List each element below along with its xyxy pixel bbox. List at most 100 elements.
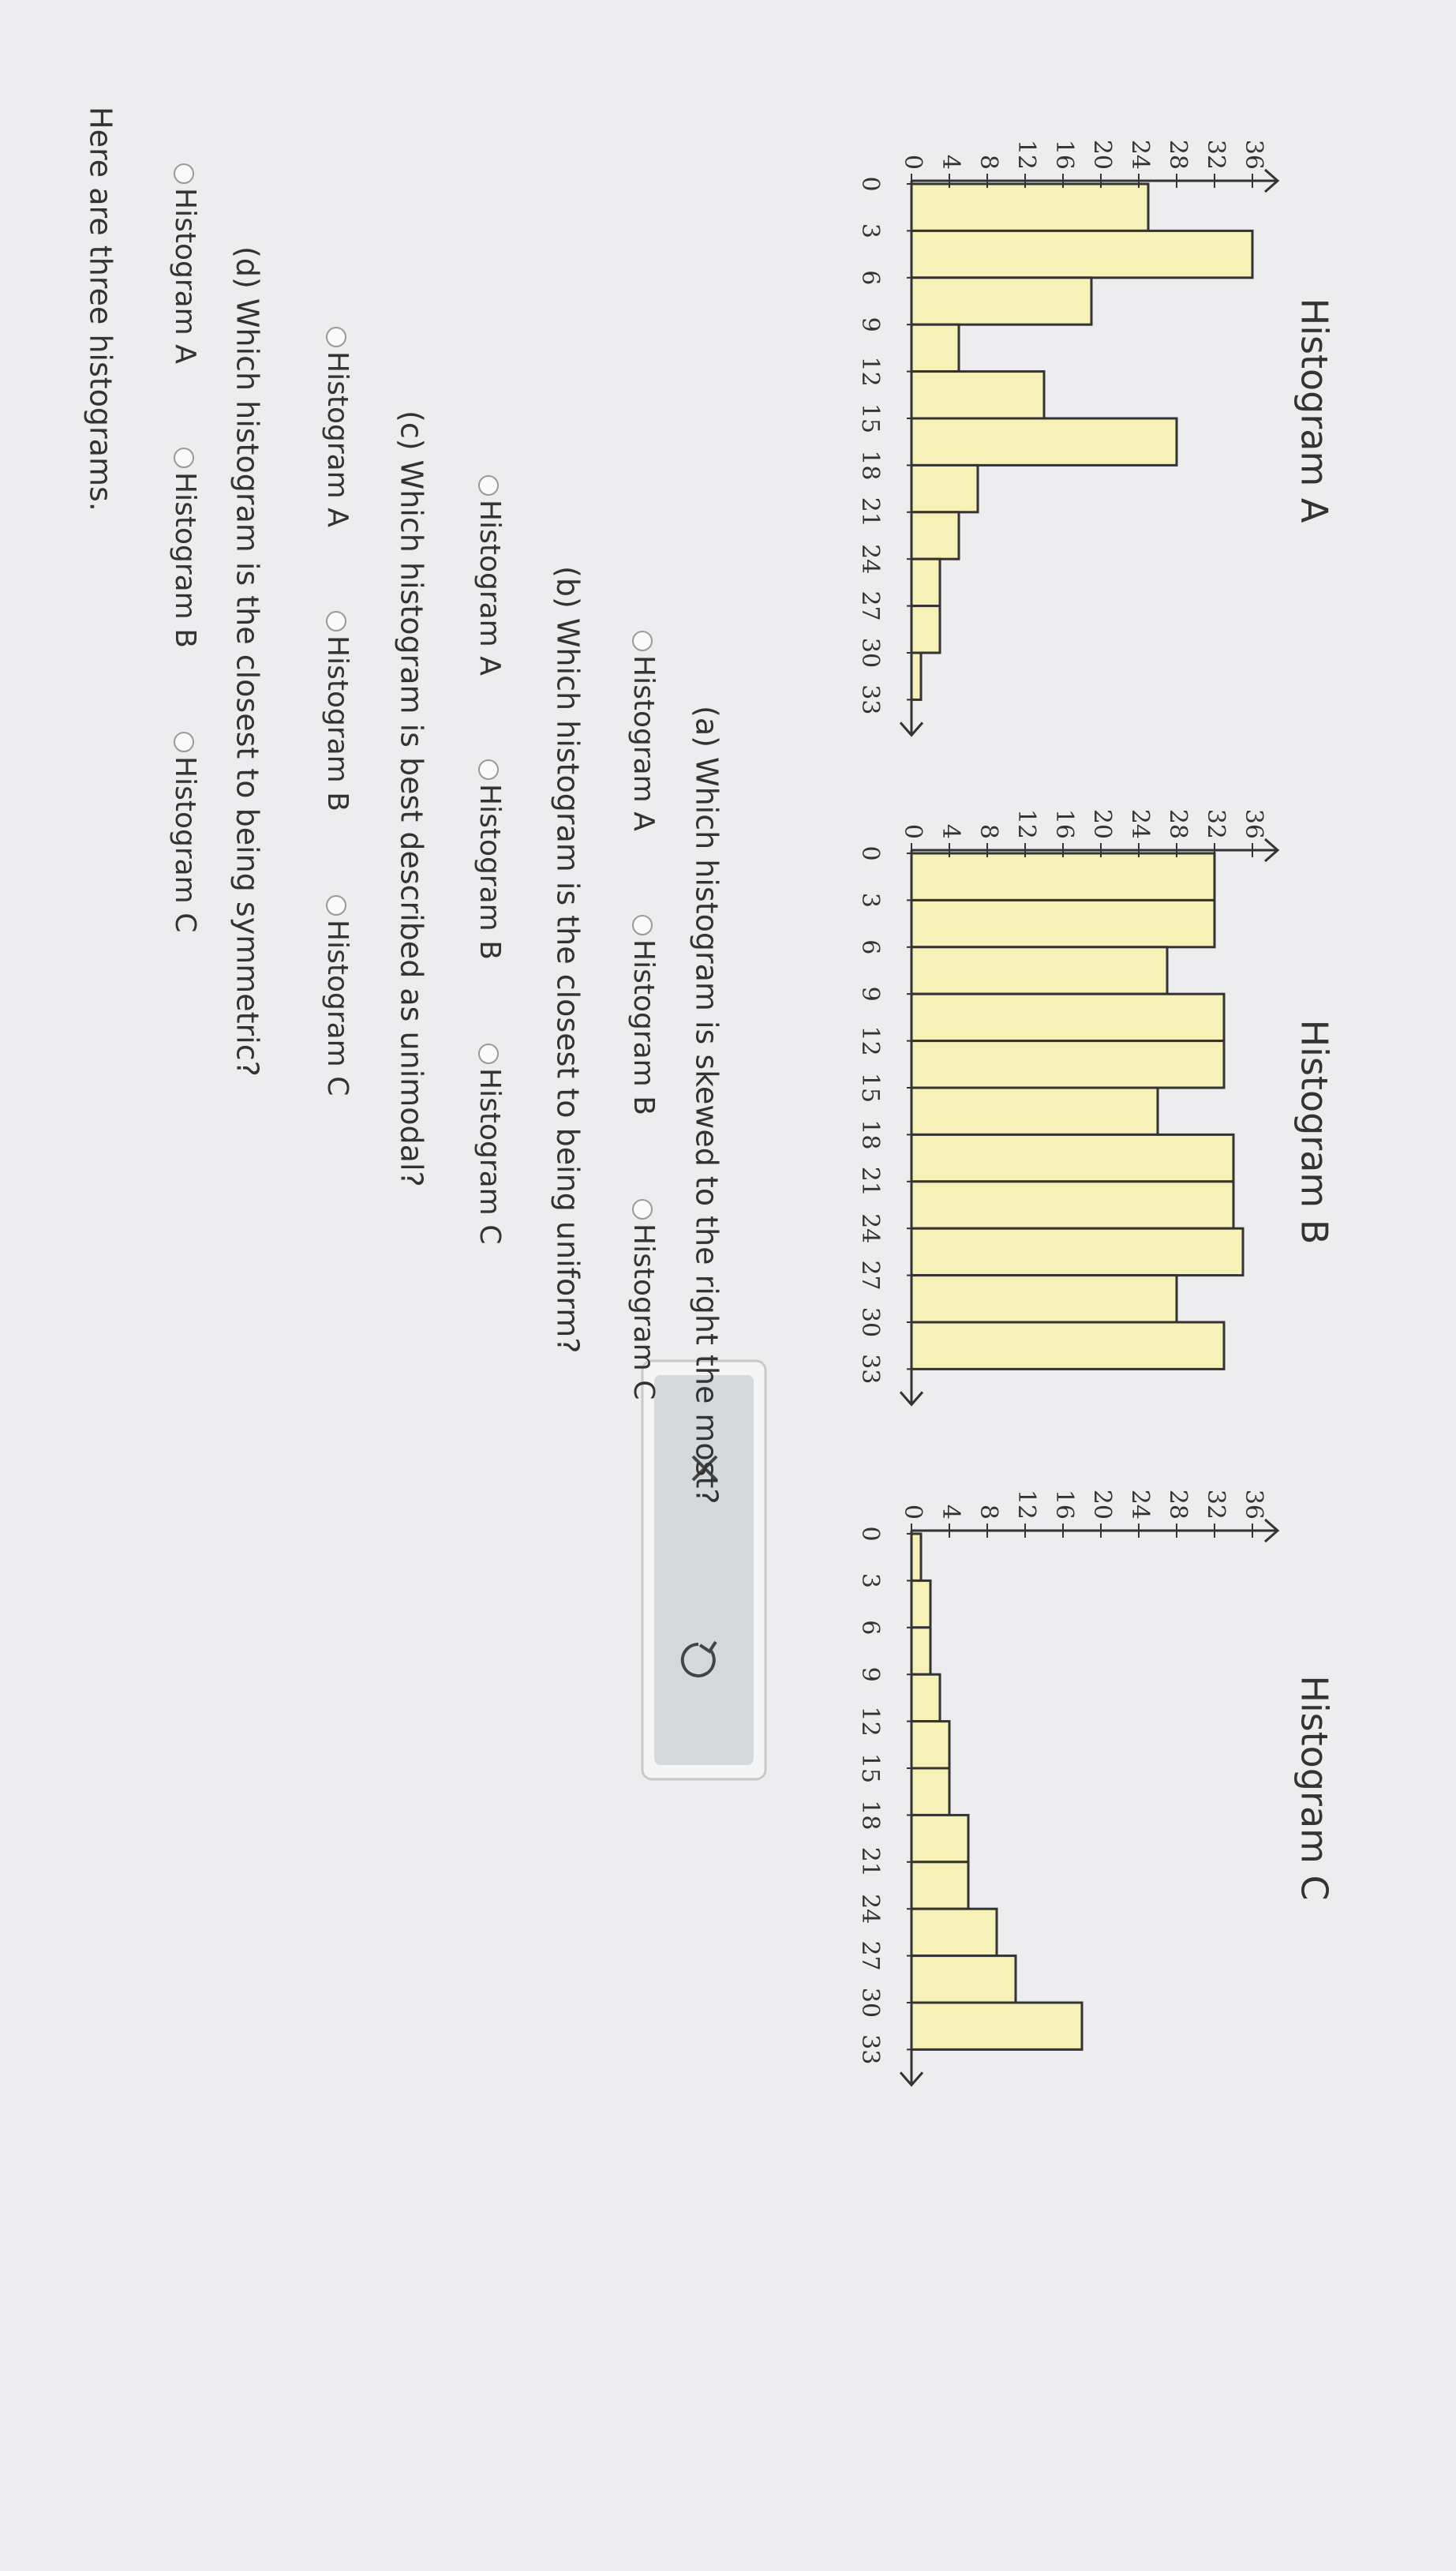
- option-label: Histogram B: [627, 939, 660, 1115]
- bar: [910, 1720, 951, 1770]
- y-tick-label: 16: [1050, 140, 1078, 170]
- x-tick-label: 0: [856, 1526, 884, 1541]
- option-label: Histogram C: [169, 756, 201, 932]
- option-label: Histogram A: [169, 188, 201, 364]
- radio-circle: [478, 759, 499, 780]
- bar: [910, 1532, 923, 1582]
- radio-option[interactable]: Histogram B: [627, 915, 660, 1115]
- y-tick-label: 8: [975, 155, 1002, 170]
- undo-button[interactable]: [680, 1640, 717, 1677]
- bar: [910, 1673, 941, 1723]
- radio-option[interactable]: Histogram C: [627, 1199, 660, 1400]
- option-label: Histogram C: [473, 1068, 506, 1244]
- y-tick-label: 36: [1240, 1490, 1267, 1520]
- option-label: Histogram B: [169, 472, 201, 648]
- y-tick-label: 32: [1202, 1490, 1230, 1520]
- y-tick-label: 20: [1088, 1490, 1116, 1520]
- bar: [910, 1227, 1245, 1277]
- radio-option[interactable]: Histogram B: [169, 448, 201, 648]
- x-tick-label: 9: [856, 317, 884, 332]
- y-tick-label: 0: [899, 155, 926, 170]
- y-tick-label: 32: [1202, 140, 1230, 170]
- y-tick-label: 4: [937, 1505, 964, 1520]
- question-text: (c) Which histogram is best described as…: [395, 410, 429, 1187]
- radio-circle: [174, 732, 194, 752]
- y-tick-label: 20: [1088, 140, 1116, 170]
- x-tick-label: 6: [856, 939, 884, 954]
- y-tick-label: 4: [937, 824, 964, 839]
- y-tick-label: 24: [1126, 140, 1154, 170]
- x-tick-label: 6: [856, 1620, 884, 1635]
- chart-title: Histogram B: [1293, 1020, 1336, 1245]
- radio-circle: [326, 611, 346, 632]
- bar: [910, 229, 1254, 279]
- radio-option[interactable]: Histogram B: [473, 759, 506, 960]
- y-axis-arrow: [1264, 838, 1280, 863]
- radio-option[interactable]: Histogram B: [321, 611, 354, 811]
- y-tick-label: 24: [1126, 1490, 1154, 1520]
- bar: [910, 2001, 1084, 2051]
- bar: [910, 1321, 1226, 1370]
- bar: [910, 557, 941, 608]
- x-tick-label: 12: [856, 357, 884, 387]
- x-tick-label: 18: [856, 450, 884, 480]
- bar: [910, 898, 1216, 949]
- question-text: (a) Which histogram is skewed to the rig…: [690, 706, 724, 1505]
- y-tick-label: 12: [1012, 809, 1040, 839]
- radio-circle: [174, 448, 194, 468]
- x-tick-label: 21: [856, 497, 884, 527]
- x-tick-label: 3: [856, 223, 884, 238]
- x-tick-label: 3: [856, 1573, 884, 1588]
- y-tick-label: 0: [899, 824, 926, 839]
- x-tick-label: 9: [856, 1667, 884, 1682]
- y-tick-label: 32: [1202, 809, 1230, 839]
- radio-option[interactable]: Histogram A: [321, 327, 354, 527]
- y-tick-label: 4: [937, 155, 964, 170]
- bar: [910, 1767, 951, 1816]
- bar: [910, 1133, 1235, 1183]
- radio-option[interactable]: Histogram A: [169, 163, 201, 364]
- bar: [910, 605, 941, 654]
- y-tick-label: 16: [1050, 809, 1078, 839]
- bar: [910, 1180, 1235, 1230]
- clear-button[interactable]: [691, 1455, 718, 1482]
- x-tick-label: 24: [856, 544, 884, 574]
- bar: [910, 323, 960, 373]
- y-tick-label: 0: [899, 1505, 926, 1520]
- option-label: Histogram C: [627, 1224, 660, 1400]
- bar: [910, 1086, 1159, 1136]
- option-label: Histogram A: [473, 500, 506, 676]
- radio-circle: [632, 631, 653, 651]
- x-tick-label: 21: [856, 1167, 884, 1197]
- bar: [910, 1274, 1178, 1324]
- bar: [910, 852, 1216, 901]
- radio-option[interactable]: Histogram C: [321, 895, 354, 1096]
- bar: [910, 511, 960, 560]
- x-tick-label: 21: [856, 1847, 884, 1877]
- radio-circle: [632, 1199, 653, 1220]
- x-tick-label: 3: [856, 893, 884, 908]
- option-label: Histogram A: [321, 351, 354, 527]
- y-tick-label: 36: [1240, 140, 1267, 170]
- bar: [910, 370, 1046, 420]
- bar: [910, 463, 979, 514]
- y-tick-label: 24: [1126, 809, 1154, 839]
- radio-circle: [326, 895, 346, 916]
- x-tick-label: 30: [856, 1307, 884, 1337]
- option-label: Histogram A: [627, 655, 660, 831]
- question-text: (b) Which histogram is the closest to be…: [551, 566, 586, 1353]
- x-tick-label: 27: [856, 1941, 884, 1971]
- x-tick-label: 33: [856, 684, 884, 714]
- radio-option[interactable]: Histogram A: [627, 631, 660, 831]
- x-tick-label: 33: [856, 2034, 884, 2064]
- y-tick-label: 16: [1050, 1490, 1078, 1520]
- y-axis-arrow: [1264, 168, 1280, 193]
- radio-option[interactable]: Histogram A: [473, 475, 506, 676]
- radio-option[interactable]: Histogram C: [473, 1044, 506, 1244]
- bar: [910, 1907, 998, 1958]
- x-tick-label: 33: [856, 1354, 884, 1384]
- radio-option[interactable]: Histogram C: [169, 732, 201, 932]
- chart-title: Histogram A: [1293, 298, 1336, 523]
